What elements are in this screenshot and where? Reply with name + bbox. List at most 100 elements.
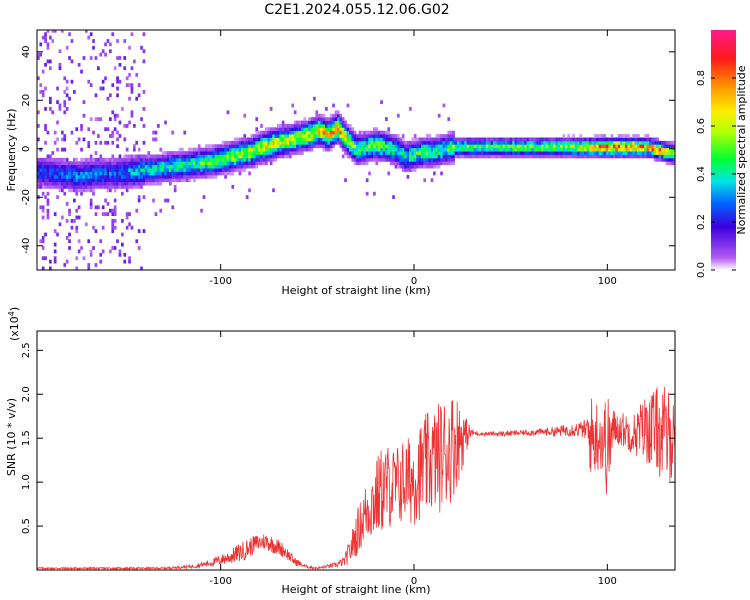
spectrogram-cell (140, 178, 143, 183)
spectrogram-cell (346, 144, 350, 149)
spectrogram-cell (380, 157, 383, 162)
spectrogram-cell (337, 120, 340, 125)
spectrogram-cell (380, 130, 383, 135)
spectrogram-cell (394, 144, 398, 149)
colorbar-tick-label: 0.2 (696, 214, 707, 230)
spectrogram-cell (649, 137, 652, 142)
spectrogram-cell (171, 205, 175, 210)
spectrogram-cell (197, 147, 201, 152)
spectrogram-cell (661, 151, 664, 155)
spectrogram-cell (111, 164, 115, 169)
spectrogram-cell (109, 93, 112, 98)
spectrogram-cell (238, 140, 242, 145)
spectrogram-cell (272, 147, 275, 152)
spectrogram-cell (483, 151, 487, 155)
spectrogram-cell (157, 181, 160, 186)
spectrogram-cell (365, 151, 369, 155)
spectrogram-cell (646, 134, 650, 138)
spectrogram-cell (89, 171, 93, 176)
spectrogram-cell (61, 215, 64, 220)
spectrogram-cell (140, 117, 143, 121)
spectrogram-cell (157, 164, 160, 169)
spectrogram-cell (49, 181, 52, 186)
spectrogram-cell (68, 161, 71, 166)
spectrogram-cell (212, 168, 215, 172)
spectrogram-cell (509, 140, 513, 145)
spectrogram-cell (219, 164, 223, 169)
spectrogram-cell (41, 215, 45, 220)
spectrogram-cell (644, 151, 647, 155)
spectrogram-cell (53, 212, 57, 216)
spectrogram-cell (296, 124, 299, 128)
spectrogram-cell (135, 96, 139, 101)
spectrogram-cell (101, 164, 105, 169)
spectrogram-cell (65, 185, 69, 189)
spectrogram-cell (464, 137, 467, 142)
spectrogram-cell (308, 134, 311, 138)
spectrogram-cell (125, 83, 129, 87)
spectrogram-cell (497, 137, 501, 142)
spectrogram-cell (401, 164, 405, 169)
spectrogram-cell (87, 174, 91, 179)
spectrogram-cell (80, 185, 83, 189)
spectrogram-cell (221, 144, 225, 149)
spectrogram-cell (154, 157, 158, 162)
spectrogram-cell (73, 198, 76, 203)
spectrogram-cell (82, 164, 86, 169)
spectrogram-cell (413, 134, 417, 138)
spectrogram-cell (284, 134, 287, 138)
spectrogram-cell (579, 151, 583, 155)
spectrogram-cell (497, 154, 501, 159)
spectrogram-cell (61, 174, 64, 179)
spectrogram-cell (212, 161, 215, 166)
spectrogram-cell (637, 140, 640, 145)
spectrogram-cell (224, 147, 227, 152)
spectrogram-cell (627, 144, 631, 149)
spectrogram-cell (87, 157, 91, 162)
spectrogram-cell (557, 140, 561, 145)
spectrogram-cell (541, 151, 544, 155)
spectrogram-cell (260, 147, 263, 152)
spectrogram-cell (255, 137, 259, 142)
spectrogram-cell (231, 161, 235, 166)
spectrogram-cell (44, 39, 47, 43)
spectrogram-cell (320, 140, 323, 145)
spectrogram-cell (373, 147, 376, 152)
spectrogram-cell (327, 124, 331, 128)
spectrogram-cell (49, 174, 52, 179)
spectrogram-cell (440, 161, 443, 166)
spectrogram-cell (49, 59, 52, 64)
spectrogram-cell (416, 151, 419, 155)
spectrogram-cell (75, 188, 79, 193)
spectrogram-cell (248, 151, 251, 155)
spectrogram-cell (308, 137, 311, 142)
spectrogram-cell (421, 147, 424, 152)
spectrogram-cell (356, 157, 359, 162)
spectrogram-cell (68, 171, 71, 176)
spectrogram-cell (442, 140, 446, 145)
spectrogram-cell (125, 161, 129, 166)
spectrogram-cell (346, 147, 350, 152)
spectrogram-cell (327, 134, 331, 138)
spectrogram-cell (574, 144, 578, 149)
spectrogram-cell (517, 154, 520, 159)
spectrogram-cell (140, 164, 143, 169)
spectrogram-cell (116, 164, 119, 169)
spectrogram-cell (560, 147, 563, 152)
spectrogram-cell (461, 144, 465, 149)
spectrogram-cell (109, 168, 112, 172)
spectrogram-cell (406, 157, 410, 162)
spectrogram-cell (226, 168, 230, 172)
spectrogram-cell (137, 168, 141, 172)
spectrogram-cell (279, 140, 283, 145)
spectrogram-cell (121, 171, 124, 176)
spectrogram-cell (241, 157, 244, 162)
spectrogram-cell (298, 130, 302, 135)
spectrogram-cell (185, 161, 189, 166)
spectrogram-cell (368, 171, 371, 176)
spectrogram-cell (70, 79, 74, 84)
spectrogram-cell (188, 174, 191, 179)
spectrogram-cell (651, 151, 655, 155)
spectrogram-cell (99, 86, 103, 91)
spectrogram-cell (598, 147, 602, 152)
